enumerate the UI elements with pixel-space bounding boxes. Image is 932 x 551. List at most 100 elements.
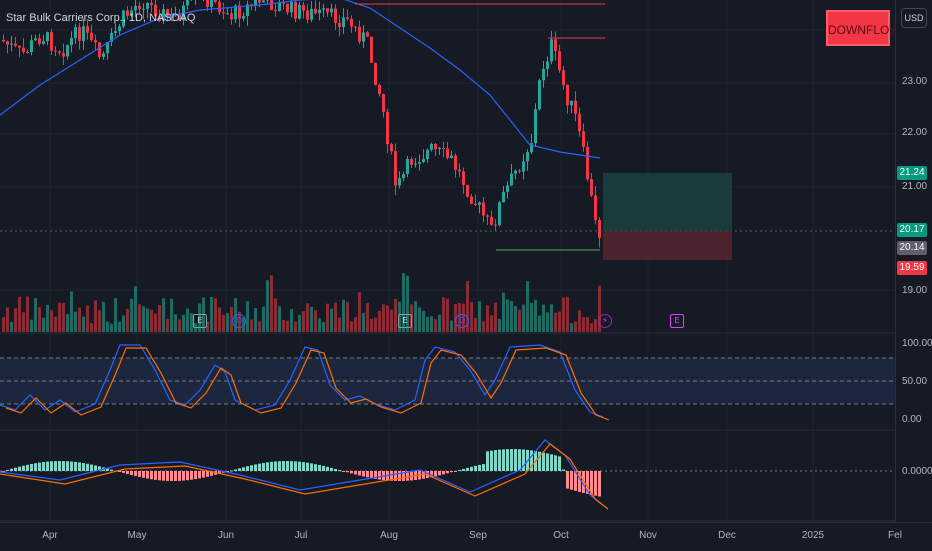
volume-bar (594, 319, 597, 332)
candle-body (598, 220, 601, 238)
stoch-tick: 100.00 (902, 338, 932, 349)
volume-bar (498, 319, 501, 332)
candle-body (150, 3, 153, 5)
macd-histogram-bar (570, 471, 573, 490)
candle-body (534, 109, 537, 143)
candle-body (82, 26, 85, 41)
candle-body (538, 80, 541, 109)
volume-bar (590, 323, 593, 332)
candle-body (334, 9, 337, 23)
candle-body (474, 204, 477, 205)
volume-bar (222, 315, 225, 332)
volume-bar (102, 302, 105, 332)
earnings-icon[interactable]: E (398, 314, 412, 328)
macd-histogram-bar (506, 449, 509, 471)
candle-body (70, 38, 73, 45)
lightning-icon[interactable]: ⚡ (598, 314, 612, 328)
candle-body (478, 202, 481, 205)
dividend-icon[interactable]: D (232, 314, 246, 328)
candle-body (346, 17, 349, 19)
candle-body (210, 0, 213, 7)
current-price-tag: 20.17 (897, 223, 927, 237)
price-tick: 21.00 (902, 181, 927, 192)
macd-histogram-bar (294, 461, 297, 471)
macd-histogram-bar (66, 461, 69, 471)
candle-body (326, 8, 329, 12)
candle-body (578, 114, 581, 131)
macd-histogram-bar (474, 466, 477, 471)
candle-body (90, 33, 93, 40)
volume-bar (474, 318, 477, 332)
candle-body (274, 10, 277, 11)
volume-bar (250, 320, 253, 332)
earnings-icon[interactable]: E (193, 314, 207, 328)
volume-bar (290, 309, 293, 332)
candle-body (390, 144, 393, 151)
macd-histogram-bar (554, 455, 557, 471)
volume-bar (34, 298, 37, 332)
profit-zone (603, 173, 732, 231)
macd-histogram-bar (54, 461, 57, 471)
volume-bar (558, 312, 561, 332)
candle-body (278, 3, 281, 11)
macd-histogram-bar (58, 461, 61, 471)
candle-body (370, 37, 373, 63)
volume-bar (158, 305, 161, 332)
candle-body (206, 0, 209, 7)
volume-bar (46, 305, 49, 332)
macd-histogram-bar (442, 471, 445, 474)
macd-histogram-bar (298, 462, 301, 471)
volume-bar (434, 319, 437, 332)
macd-histogram-bar (86, 464, 89, 471)
volume-bar (530, 303, 533, 332)
candle-body (430, 144, 433, 150)
volume-bar (542, 305, 545, 332)
candle-body (362, 32, 365, 41)
volume-bar (490, 315, 493, 332)
time-tick: Dec (718, 530, 736, 541)
candle-body (566, 85, 569, 105)
volume-bar (386, 305, 389, 332)
volume-bar (358, 292, 361, 332)
volume-bar (550, 304, 553, 332)
candle-body (462, 171, 465, 185)
macd-histogram-bar (450, 471, 453, 472)
volume-bar (246, 301, 249, 332)
earnings-icon[interactable]: E (670, 314, 684, 328)
candle-body (50, 32, 53, 51)
candle-body (542, 69, 545, 80)
volume-bar (522, 305, 525, 332)
candle-body (358, 27, 361, 42)
symbol-title: Star Bulk Carriers Corp., 1D, NASDAQ (6, 12, 196, 24)
volume-bar (342, 300, 345, 332)
dividend-icon[interactable]: D (455, 314, 469, 328)
macd-histogram-bar (358, 471, 361, 475)
volume-bar (378, 311, 381, 332)
macd-histogram-bar (482, 464, 485, 471)
macd-histogram-bar (282, 461, 285, 471)
macd-histogram-bar (242, 467, 245, 471)
volume-bar (486, 305, 489, 332)
macd-histogram-bar (458, 470, 461, 471)
macd-histogram-bar (470, 467, 473, 471)
macd-histogram-bar (598, 471, 601, 496)
macd-histogram-bar (198, 471, 201, 478)
macd-histogram-bar (262, 463, 265, 471)
macd-histogram-bar (138, 471, 141, 477)
loss-zone (603, 231, 732, 260)
candle-body (382, 94, 385, 112)
volume-bar (366, 303, 369, 332)
macd-histogram-bar (42, 462, 45, 471)
target-price-tag: 21.24 (897, 166, 927, 180)
macd-histogram-bar (594, 471, 597, 496)
volume-bar (98, 310, 101, 332)
volume-bar (570, 323, 573, 332)
macd-histogram-bar (38, 463, 41, 471)
currency-button[interactable]: USD (901, 8, 927, 28)
macd-histogram-bar (454, 471, 457, 472)
macd-histogram-bar (338, 470, 341, 471)
macd-histogram-bar (126, 471, 129, 474)
volume-bar (182, 315, 185, 332)
macd-histogram-bar (398, 471, 401, 481)
